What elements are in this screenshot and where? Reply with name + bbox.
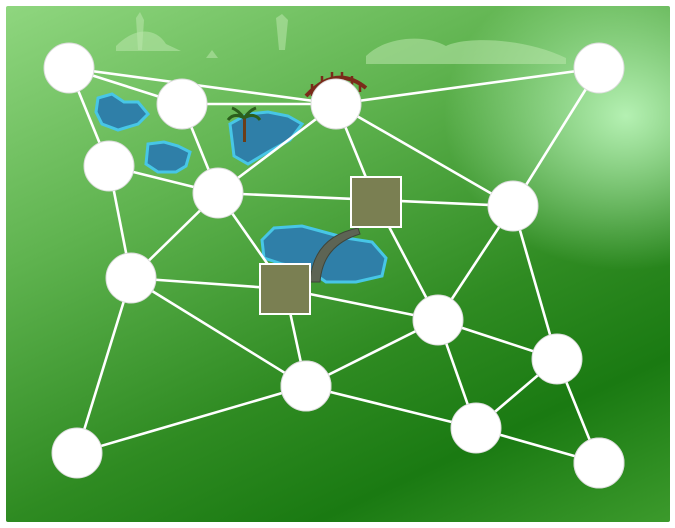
map-scene	[43, 12, 625, 489]
lake-small-1	[94, 92, 151, 132]
stone-arch-icon	[309, 227, 361, 283]
graph-node[interactable]	[573, 437, 625, 489]
graph-node[interactable]	[105, 252, 157, 304]
graph-node[interactable]	[573, 42, 625, 94]
graph-node[interactable]	[450, 402, 502, 454]
road-edge	[334, 102, 515, 208]
palm-tree-icon	[226, 106, 262, 142]
obstacle-blocks	[259, 176, 402, 315]
road-edge	[334, 66, 601, 106]
graph-node[interactable]	[531, 333, 583, 385]
game-board	[6, 6, 670, 522]
road-edge	[511, 204, 559, 361]
graph-node[interactable]	[43, 42, 95, 94]
road-edge	[511, 66, 601, 208]
graph-node[interactable]	[412, 294, 464, 346]
graph-node[interactable]	[487, 180, 539, 232]
obstacle-block[interactable]	[350, 176, 402, 228]
lake-small-3	[228, 110, 305, 166]
road-edge	[67, 66, 338, 106]
graph-node[interactable]	[280, 360, 332, 412]
road-edge	[75, 276, 133, 455]
obstacle-block[interactable]	[259, 263, 311, 315]
road-edge	[75, 384, 308, 455]
graph-node[interactable]	[310, 78, 362, 130]
graph-node[interactable]	[156, 78, 208, 130]
road-edge	[304, 384, 478, 430]
graph-node[interactable]	[83, 140, 135, 192]
lake-small-2	[144, 140, 192, 174]
graph-nodes	[43, 42, 625, 489]
graph-node[interactable]	[192, 167, 244, 219]
horizon-silhouette	[116, 12, 566, 64]
graph-node[interactable]	[51, 427, 103, 479]
road-edge	[129, 276, 308, 388]
